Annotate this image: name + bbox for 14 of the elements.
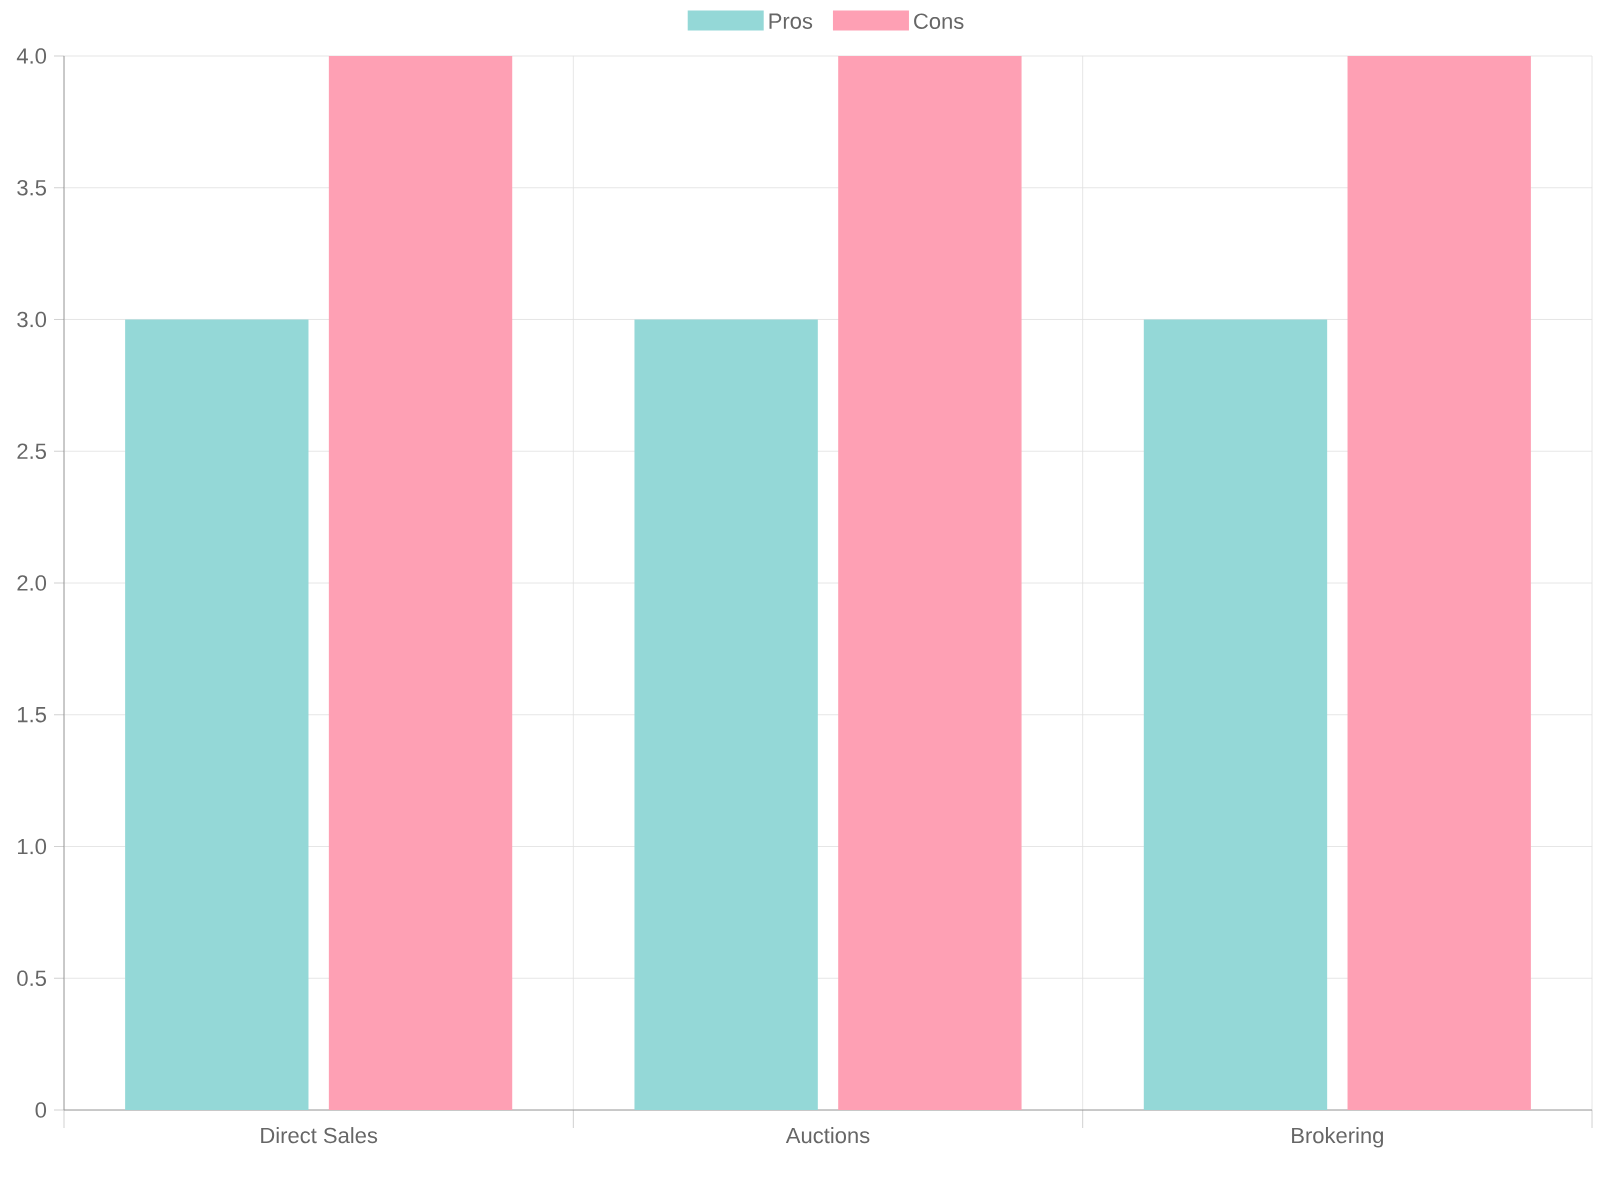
legend-label: Pros bbox=[769, 13, 813, 29]
y-tick-label: 0 bbox=[35, 1102, 47, 1118]
y-tick-label: 0.5 bbox=[17, 970, 46, 987]
x-tick-label: Auctions bbox=[785, 1127, 870, 1144]
x-tick-label: Direct Sales bbox=[261, 1127, 378, 1144]
y-tick-label: 3.0 bbox=[17, 311, 47, 328]
y-tick-label: 1.0 bbox=[18, 838, 47, 855]
y-tick-label: 2.5 bbox=[17, 443, 46, 460]
x-tick-label: Brokering bbox=[1292, 1127, 1383, 1148]
legend-label: Cons bbox=[914, 13, 964, 30]
y-tick-label: 1.5 bbox=[18, 707, 46, 723]
y-tick-label: 4.0 bbox=[16, 48, 47, 64]
y-tick-label: 2.0 bbox=[17, 575, 47, 591]
y-tick-label: 3.5 bbox=[17, 179, 46, 196]
